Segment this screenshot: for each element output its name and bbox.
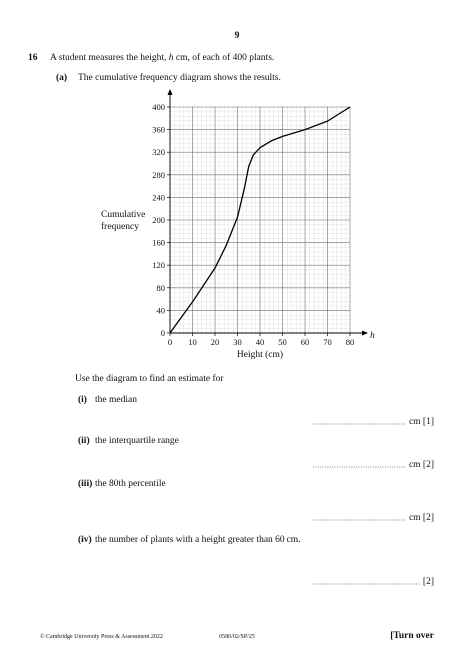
axis: [169, 93, 364, 334]
item-label: (ii): [78, 435, 90, 446]
y-axis-label: Cumulative: [101, 210, 145, 220]
part-text: The cumulative frequency diagram shows t…: [78, 72, 281, 83]
x-tick-label: 10: [188, 337, 197, 347]
y-tick-label: 0: [161, 328, 165, 338]
answer-marks: cm [2]: [409, 460, 434, 470]
y-tick-label: 400: [152, 102, 165, 112]
x-tick-label: 50: [278, 337, 287, 347]
answer-marks: [2]: [423, 577, 434, 587]
y-tick-label: 120: [152, 260, 165, 270]
y-tick-label: 80: [157, 283, 166, 293]
y-tick-label: 240: [152, 192, 165, 202]
item-label: (iv): [78, 534, 92, 545]
item-label: (iii): [78, 478, 92, 489]
chart: 0 40 80 120 160 200 240 280 320 360 400 0 10 20 30 40 50…: [101, 89, 375, 360]
variable: h: [169, 53, 174, 63]
y-tick-label: 360: [152, 125, 165, 135]
page-number: 9: [235, 31, 240, 41]
item-text: the median: [95, 395, 137, 405]
y-tick-label: 280: [152, 170, 165, 180]
text: A student measures the height,: [50, 53, 169, 63]
x-variable: h: [370, 331, 375, 341]
y-tick-label: 40: [157, 305, 166, 315]
answer-marks: cm [1]: [409, 417, 434, 427]
x-tick-label: 40: [256, 337, 265, 347]
y-tick-label: 160: [152, 238, 165, 248]
cumulative-curve: [169, 106, 351, 334]
x-tick-label: 80: [346, 337, 355, 347]
instruction: Use the diagram to find an estimate for: [75, 373, 224, 384]
paper-code: 0580/02/SP/25: [219, 634, 255, 640]
y-tick-label: 200: [152, 215, 165, 225]
x-tick-label: 60: [301, 337, 310, 347]
x-tick-label: 20: [211, 337, 220, 347]
part-label: (a): [56, 72, 67, 83]
turn-over: [Turn over: [390, 631, 435, 641]
x-tick-label: 0: [168, 337, 172, 347]
y-tick-label: 320: [152, 147, 165, 157]
item-label: (i): [78, 394, 87, 405]
item-text: the number of plants with a height great…: [95, 534, 301, 545]
question-text: A student measures the height, h cm, of …: [50, 52, 274, 63]
item-text: the 80th percentile: [95, 479, 166, 489]
copyright: © Cambridge University Press & Assessmen…: [40, 633, 163, 640]
y-axis-label: frequency: [101, 221, 139, 232]
x-axis-label: Height (cm): [237, 349, 283, 360]
x-tick-label: 70: [323, 337, 332, 347]
text: cm, of each of 400 plants.: [173, 52, 274, 63]
x-tick-label: 30: [233, 337, 242, 347]
items: (i) the median cm [1] (ii) the interquartile…: [78, 394, 434, 587]
question-number: 16: [28, 53, 38, 63]
answer-marks: cm [2]: [409, 513, 434, 523]
item-text: the interquartile range: [95, 436, 179, 446]
